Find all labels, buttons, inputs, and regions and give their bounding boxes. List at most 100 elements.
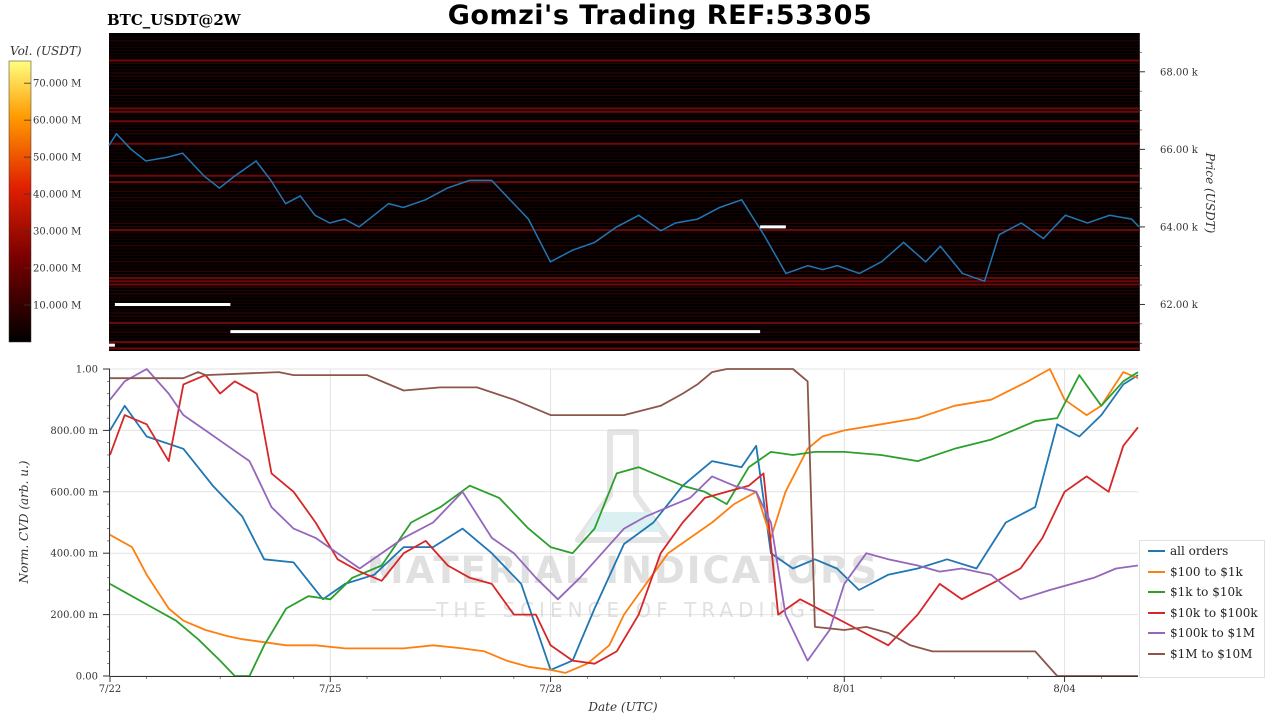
colorbar-tick-label: 60.000 M xyxy=(33,116,81,127)
legend: all orders $100 to $1k $1k to $10k $10k to … xyxy=(1139,540,1265,678)
volume-band xyxy=(109,139,1139,141)
volume-band xyxy=(109,302,1139,304)
price-tick-label: 66.00 k xyxy=(1160,145,1199,156)
cvd-tick-label: 1.00 xyxy=(76,365,98,376)
legend-label: $100 to $1k xyxy=(1170,564,1243,579)
legend-label: $100k to $1M xyxy=(1170,626,1256,641)
flask-liquid xyxy=(584,512,662,532)
volume-band xyxy=(109,37,1139,39)
volume-band xyxy=(109,88,1139,90)
volume-band xyxy=(109,248,1139,250)
volume-band xyxy=(109,232,1139,234)
colorbar xyxy=(8,60,32,343)
cvd-tick-label: 600.00 m xyxy=(50,487,98,498)
volume-band xyxy=(109,46,1139,48)
volume-band xyxy=(109,334,1139,336)
watermark-line1: MATERIAL INDICATORS xyxy=(367,549,879,592)
date-tick-label: 7/28 xyxy=(539,684,561,695)
volume-band xyxy=(109,293,1139,295)
colorbar-tick-label: 30.000 M xyxy=(33,227,81,238)
colorbar-tick-label: 70.000 M xyxy=(33,79,81,90)
volume-band xyxy=(109,43,1139,45)
volume-band xyxy=(109,149,1139,151)
volume-band xyxy=(109,165,1139,167)
legend-item: $1k to $10k xyxy=(1140,582,1264,603)
volume-band xyxy=(109,117,1139,119)
volume-band xyxy=(109,209,1139,212)
volume-band xyxy=(109,257,1139,260)
volume-band xyxy=(109,197,1139,199)
volume-band xyxy=(109,280,1139,283)
volume-band xyxy=(109,341,1139,344)
price-tick-label: 62.00 k xyxy=(1160,300,1199,311)
volume-band xyxy=(109,200,1139,202)
legend-label: $10k to $100k xyxy=(1170,605,1258,620)
volume-band xyxy=(109,337,1139,340)
volume-band xyxy=(109,318,1139,320)
volume-band xyxy=(109,270,1139,272)
legend-swatch xyxy=(1148,570,1165,573)
volume-band xyxy=(109,136,1139,138)
volume-band xyxy=(109,225,1139,228)
volume-band xyxy=(109,107,1139,110)
volume-band xyxy=(109,101,1139,103)
series-line--100k-to-1m xyxy=(109,368,1139,662)
volume-band xyxy=(109,241,1139,244)
volume-band xyxy=(109,325,1139,327)
volume-band xyxy=(109,40,1139,42)
volume-band xyxy=(109,72,1139,74)
volume-band xyxy=(109,203,1139,205)
legend-item: $10k to $100k xyxy=(1140,603,1264,624)
volume-band xyxy=(109,193,1139,196)
legend-item: $100 to $1k xyxy=(1140,562,1264,583)
volume-band xyxy=(109,69,1139,71)
legend-swatch xyxy=(1148,611,1165,614)
volume-band xyxy=(109,181,1139,184)
date-tick-label: 7/22 xyxy=(99,684,121,695)
volume-band xyxy=(109,309,1139,311)
volume-band xyxy=(109,261,1139,263)
volume-band xyxy=(109,190,1139,192)
legend-item: $1M to $10M xyxy=(1140,644,1264,665)
legend-item: $100k to $1M xyxy=(1140,623,1264,644)
legend-swatch xyxy=(1148,591,1165,594)
watermark: MATERIAL INDICATORS THE SCIENCE OF TRADI… xyxy=(367,429,879,622)
volume-band xyxy=(109,158,1139,160)
series-line--100-to-1k xyxy=(109,368,1139,674)
volume-band xyxy=(109,129,1139,132)
volume-band xyxy=(109,56,1139,58)
legend-label: all orders xyxy=(1170,544,1229,559)
cvd-tick-label: 400.00 m xyxy=(50,549,98,560)
volume-band xyxy=(109,347,1139,350)
volume-band xyxy=(109,277,1139,280)
legend-item: all orders xyxy=(1140,541,1264,562)
volume-band xyxy=(109,145,1139,148)
colorbar-tick-label: 10.000 M xyxy=(33,301,81,312)
series-line--1k-to-10k xyxy=(109,371,1139,677)
cvd-tick-label: 800.00 m xyxy=(50,426,98,437)
page-title: Gomzi's Trading REF:53305 xyxy=(447,0,873,31)
volume-band xyxy=(109,264,1139,266)
volume-band xyxy=(109,273,1139,276)
colorbar-tick-label: 40.000 M xyxy=(33,190,81,201)
volume-band xyxy=(109,161,1139,164)
legend-swatch xyxy=(1148,632,1165,635)
volume-band xyxy=(109,123,1139,125)
volume-band xyxy=(109,53,1139,55)
volume-band xyxy=(109,251,1139,253)
cvd-tick-label: 200.00 m xyxy=(50,610,98,621)
date-axis-label: Date (UTC) xyxy=(587,700,657,714)
series-line--1m-to-10m xyxy=(110,368,1138,677)
cvd-tick-label: 0.00 xyxy=(76,672,98,683)
volume-band xyxy=(109,254,1139,256)
volume-band xyxy=(109,168,1139,170)
volume-band xyxy=(109,321,1139,324)
volume-band xyxy=(109,296,1139,298)
price-axis-label: Price (USDT) xyxy=(1203,152,1217,234)
volume-band xyxy=(109,65,1139,68)
volume-band xyxy=(109,289,1139,292)
volume-band xyxy=(109,213,1139,215)
volume-band xyxy=(109,113,1139,116)
volume-band xyxy=(109,286,1139,288)
